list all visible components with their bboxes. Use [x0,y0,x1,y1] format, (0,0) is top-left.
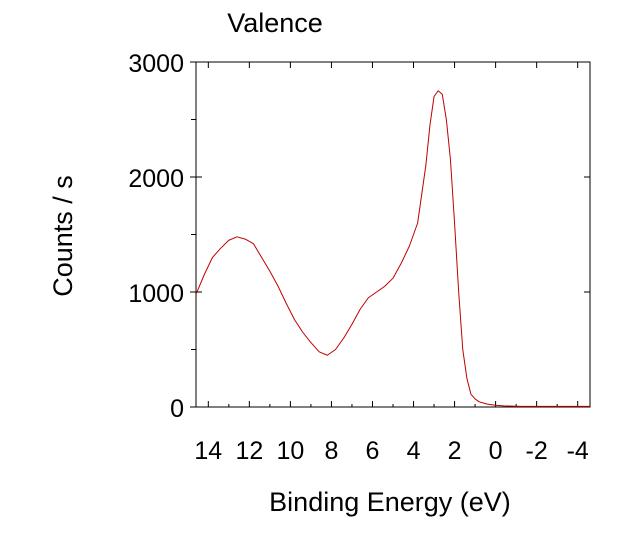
x-tick-label: 4 [407,437,421,465]
y-tick-label: 2000 [128,165,184,193]
x-tick-label: 6 [366,437,380,465]
y-tick-label: 1000 [128,280,184,308]
series-line-0 [195,90,590,407]
x-tick-label: 0 [489,437,503,465]
y-axis-ticks: 0 1000 2000 3000 [128,50,590,423]
x-tick-label: 14 [194,437,222,465]
y-tick-label: 3000 [128,50,184,78]
x-tick-label: 8 [324,437,338,465]
x-tick-label: 12 [235,437,263,465]
x-tick-label: -2 [526,437,548,465]
x-tick-label: 10 [276,437,304,465]
x-tick-label: 2 [448,437,462,465]
y-tick-label: 0 [170,395,184,423]
x-axis-label: Binding Energy (eV) [269,487,511,517]
series-layer [195,90,590,407]
y-axis-label: Counts / s [48,175,78,297]
x-axis-ticks: 14 12 10 8 6 4 2 0 -2 -4 [194,62,589,465]
chart-title: Valence [227,8,323,38]
x-tick-label: -4 [567,437,589,465]
